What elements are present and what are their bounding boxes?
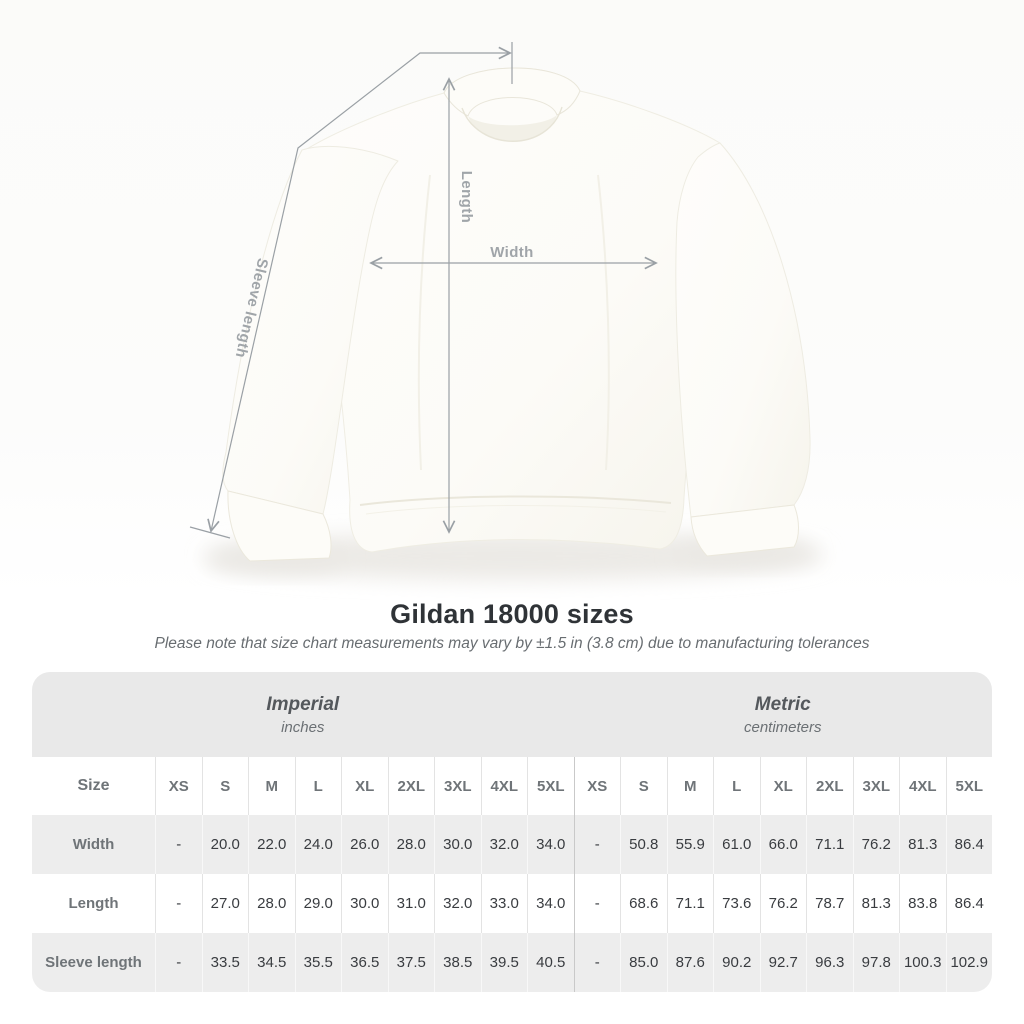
col-header: 2XL xyxy=(387,757,434,815)
col-header: 4XL xyxy=(899,757,946,815)
table-cell: 73.6 xyxy=(713,874,760,933)
table-cell: 24.0 xyxy=(294,815,341,874)
table-cell: 81.3 xyxy=(899,815,946,874)
table-cell: 97.8 xyxy=(852,933,899,992)
imperial-unit: inches xyxy=(281,718,325,736)
table-cell: 35.5 xyxy=(294,933,341,992)
row-label-sleeve-length: Sleeve length xyxy=(32,933,155,992)
table-cell: 78.7 xyxy=(806,874,853,933)
table-cell: 85.0 xyxy=(620,933,667,992)
col-header: 2XL xyxy=(806,757,853,815)
table-cell: 76.2 xyxy=(759,874,806,933)
table-cell: 34.0 xyxy=(527,815,574,874)
table-cell: 27.0 xyxy=(201,874,248,933)
size-table-grid: Imperial inches Metric centimeters Size … xyxy=(32,672,992,992)
table-cell: 40.5 xyxy=(527,933,574,992)
table-cell: 102.9 xyxy=(945,933,992,992)
table-cell: 26.0 xyxy=(341,815,388,874)
table-cell: 31.0 xyxy=(387,874,434,933)
table-cell: 66.0 xyxy=(759,815,806,874)
table-cell: 68.6 xyxy=(620,874,667,933)
sweatshirt-graphic xyxy=(222,67,811,562)
col-header: L xyxy=(294,757,341,815)
table-cell: 32.0 xyxy=(434,874,481,933)
table-cell: 86.4 xyxy=(945,815,992,874)
table-cell: 71.1 xyxy=(666,874,713,933)
col-header: XS xyxy=(155,757,202,815)
col-header: 5XL xyxy=(945,757,992,815)
right-cuff xyxy=(690,504,799,557)
table-cell: 34.5 xyxy=(248,933,295,992)
col-header: 3XL xyxy=(852,757,899,815)
col-header: M xyxy=(666,757,713,815)
table-cell: 36.5 xyxy=(341,933,388,992)
sleeve-measure-line xyxy=(207,46,512,533)
table-cell: 100.3 xyxy=(899,933,946,992)
table-cell: 87.6 xyxy=(666,933,713,992)
product-photo: Length Width Sleeve length xyxy=(0,0,1024,600)
metric-section-header: Metric centimeters xyxy=(573,672,992,757)
tolerance-note: Please note that size chart measurements… xyxy=(154,635,870,652)
table-cell: - xyxy=(155,815,202,874)
table-cell: - xyxy=(573,874,620,933)
col-header: XS xyxy=(573,757,620,815)
page-title: Gildan 18000 sizes xyxy=(390,599,634,629)
table-cell: 71.1 xyxy=(806,815,853,874)
table-cell: 90.2 xyxy=(713,933,760,992)
col-header: 5XL xyxy=(527,757,574,815)
col-header: XL xyxy=(341,757,388,815)
table-cell: - xyxy=(155,874,202,933)
table-cell: 28.0 xyxy=(248,874,295,933)
table-cell: 61.0 xyxy=(713,815,760,874)
table-cell: 20.0 xyxy=(201,815,248,874)
table-cell: 96.3 xyxy=(806,933,853,992)
row-label-width: Width xyxy=(32,815,155,874)
col-header: S xyxy=(620,757,667,815)
metric-title: Metric xyxy=(754,693,811,715)
col-header: S xyxy=(201,757,248,815)
imperial-title: Imperial xyxy=(266,693,340,715)
table-cell: 81.3 xyxy=(852,874,899,933)
col-header: M xyxy=(248,757,295,815)
table-cell: 92.7 xyxy=(759,933,806,992)
width-label: Width xyxy=(490,244,534,261)
table-cell: 38.5 xyxy=(434,933,481,992)
measurement-overlay xyxy=(189,42,658,539)
table-cell: 29.0 xyxy=(294,874,341,933)
col-header: 3XL xyxy=(434,757,481,815)
imperial-section-header: Imperial inches xyxy=(32,672,574,757)
table-cell: 32.0 xyxy=(480,815,527,874)
table-cell: 37.5 xyxy=(387,933,434,992)
table-cell: 76.2 xyxy=(852,815,899,874)
size-table: Imperial inches Metric centimeters Size … xyxy=(32,672,992,992)
row-label-length: Length xyxy=(32,874,155,933)
table-cell: 86.4 xyxy=(945,874,992,933)
col-header: 4XL xyxy=(480,757,527,815)
sleeve-end-tick xyxy=(189,526,231,539)
table-cell: - xyxy=(573,933,620,992)
table-cell: 33.0 xyxy=(480,874,527,933)
table-cell: 50.8 xyxy=(620,815,667,874)
body-fold-right xyxy=(597,174,610,471)
right-sleeve xyxy=(675,142,811,518)
col-header: L xyxy=(713,757,760,815)
table-cell: 34.0 xyxy=(527,874,574,933)
table-cell: 83.8 xyxy=(899,874,946,933)
length-label: Length xyxy=(458,171,475,223)
table-cell: - xyxy=(155,933,202,992)
metric-unit: centimeters xyxy=(743,718,822,736)
table-cell: - xyxy=(573,815,620,874)
table-cell: 33.5 xyxy=(201,933,248,992)
table-cell: 22.0 xyxy=(248,815,295,874)
sweatshirt-diagram: Length Width Sleeve length xyxy=(189,42,825,580)
table-cell: 30.0 xyxy=(341,874,388,933)
table-cell: 39.5 xyxy=(480,933,527,992)
col-header: XL xyxy=(759,757,806,815)
table-cell: 30.0 xyxy=(434,815,481,874)
table-cell: 55.9 xyxy=(666,815,713,874)
table-cell: 28.0 xyxy=(387,815,434,874)
size-column-header: Size xyxy=(32,757,155,815)
